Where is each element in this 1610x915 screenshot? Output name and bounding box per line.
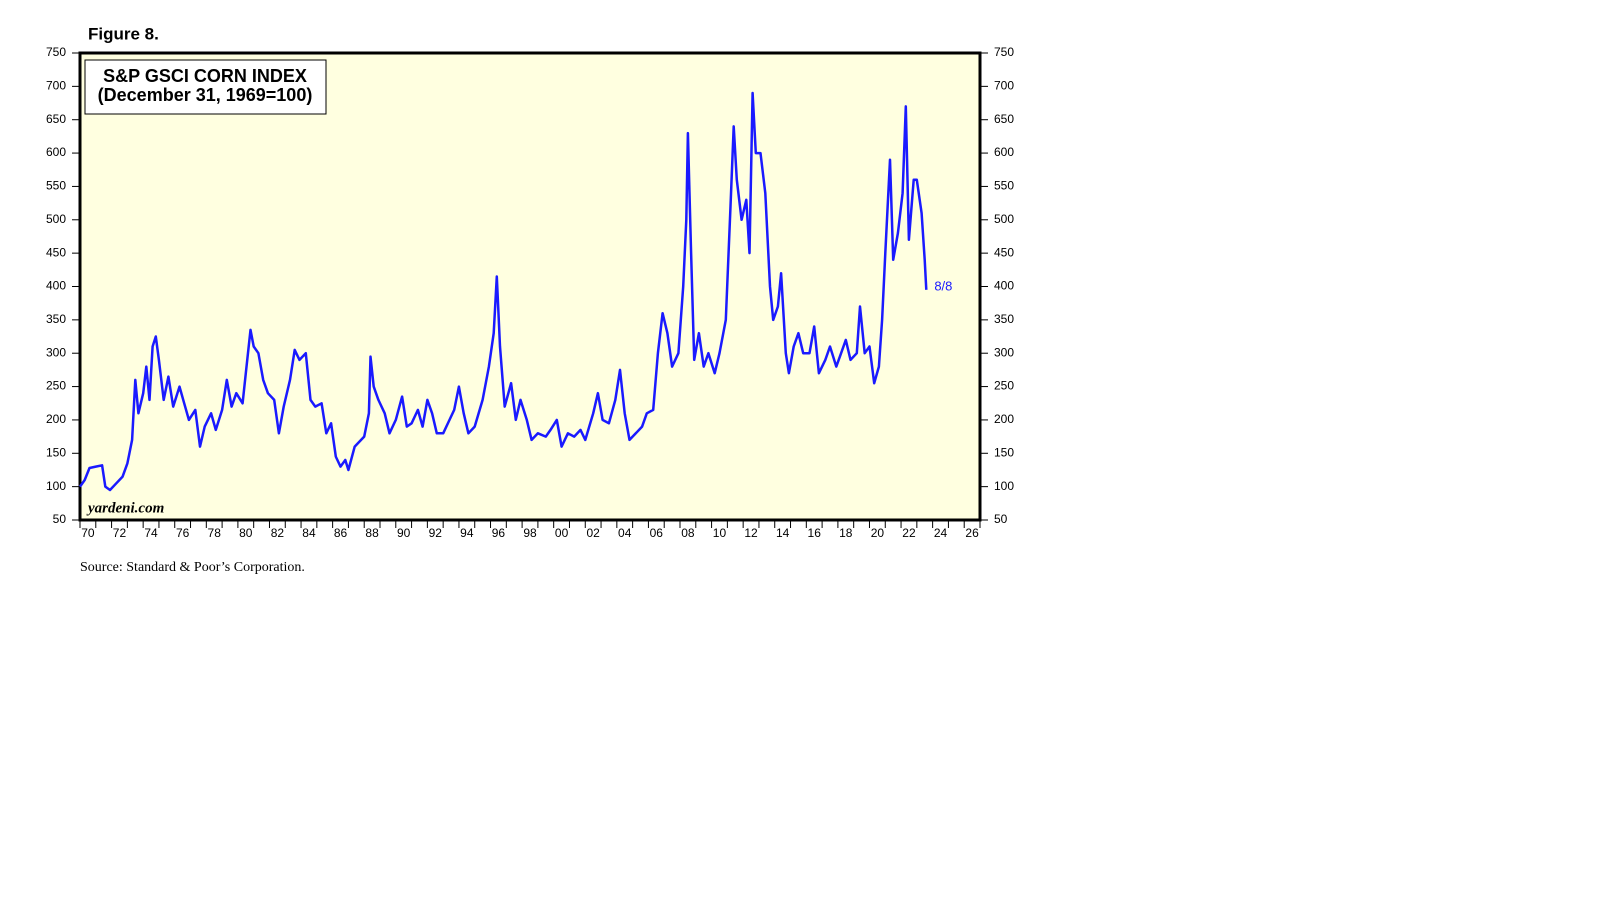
y-tick-label: 300 xyxy=(46,345,66,359)
x-tick-label: 70 xyxy=(81,526,95,540)
x-tick-label: 74 xyxy=(144,526,158,540)
x-tick-label: 82 xyxy=(271,526,285,540)
end-label: 8/8 xyxy=(934,278,952,293)
y2-tick-label: 350 xyxy=(994,312,1014,326)
y-tick-label: 250 xyxy=(46,379,66,393)
y2-tick-label: 300 xyxy=(994,345,1014,359)
figure-label: Figure 8. xyxy=(88,24,159,43)
y-tick-label: 100 xyxy=(46,479,66,493)
y2-tick-label: 500 xyxy=(994,212,1014,226)
plot-area xyxy=(78,51,982,522)
y-tick-label: 200 xyxy=(46,412,66,426)
x-tick-label: 88 xyxy=(365,526,379,540)
y2-tick-label: 450 xyxy=(994,245,1014,259)
y2-tick-label: 750 xyxy=(994,45,1014,59)
y-tick-label: 700 xyxy=(46,79,66,93)
x-tick-label: 72 xyxy=(113,526,127,540)
x-tick-label: 92 xyxy=(429,526,443,540)
y2-tick-label: 650 xyxy=(994,112,1014,126)
x-tick-label: 10 xyxy=(713,526,727,540)
y-tick-label: 50 xyxy=(53,512,67,526)
x-tick-label: 06 xyxy=(650,526,664,540)
x-tick-label: 84 xyxy=(302,526,316,540)
watermark: yardeni.com xyxy=(86,500,164,516)
chart-subtitle: (December 31, 1969=100) xyxy=(98,85,313,105)
x-tick-label: 26 xyxy=(965,526,979,540)
y2-tick-label: 600 xyxy=(994,145,1014,159)
x-tick-label: 86 xyxy=(334,526,348,540)
x-tick-label: 24 xyxy=(934,526,948,540)
x-tick-label: 80 xyxy=(239,526,253,540)
y-tick-label: 550 xyxy=(46,179,66,193)
y2-tick-label: 550 xyxy=(994,179,1014,193)
y-tick-label: 650 xyxy=(46,112,66,126)
y-tick-label: 350 xyxy=(46,312,66,326)
source-note: Source: Standard & Poor’s Corporation. xyxy=(80,560,305,575)
y2-tick-label: 50 xyxy=(994,512,1008,526)
y-tick-label: 500 xyxy=(46,212,66,226)
x-tick-label: 22 xyxy=(902,526,916,540)
x-tick-label: 16 xyxy=(808,526,822,540)
y2-tick-label: 200 xyxy=(994,412,1014,426)
y-tick-label: 750 xyxy=(46,45,66,59)
y-tick-label: 450 xyxy=(46,245,66,259)
x-tick-label: 04 xyxy=(618,526,632,540)
x-tick-label: 20 xyxy=(871,526,885,540)
y2-tick-label: 250 xyxy=(994,379,1014,393)
x-tick-label: 12 xyxy=(744,526,758,540)
x-tick-label: 94 xyxy=(460,526,474,540)
y-tick-label: 400 xyxy=(46,279,66,293)
x-tick-label: 08 xyxy=(681,526,695,540)
x-tick-label: 02 xyxy=(586,526,600,540)
y2-tick-label: 400 xyxy=(994,279,1014,293)
y-tick-label: 150 xyxy=(46,445,66,459)
y2-tick-label: 150 xyxy=(994,445,1014,459)
x-tick-label: 98 xyxy=(523,526,537,540)
x-tick-label: 96 xyxy=(492,526,506,540)
x-tick-label: 90 xyxy=(397,526,411,540)
x-tick-label: 00 xyxy=(555,526,569,540)
chart-title: S&P GSCI CORN INDEX xyxy=(103,66,307,86)
x-tick-label: 78 xyxy=(208,526,222,540)
title-box xyxy=(84,59,327,115)
y2-tick-label: 100 xyxy=(994,479,1014,493)
y-tick-label: 600 xyxy=(46,145,66,159)
y2-tick-label: 700 xyxy=(994,79,1014,93)
x-tick-label: 18 xyxy=(839,526,853,540)
x-tick-label: 14 xyxy=(776,526,790,540)
series-line xyxy=(78,91,928,492)
x-tick-label: 76 xyxy=(176,526,190,540)
